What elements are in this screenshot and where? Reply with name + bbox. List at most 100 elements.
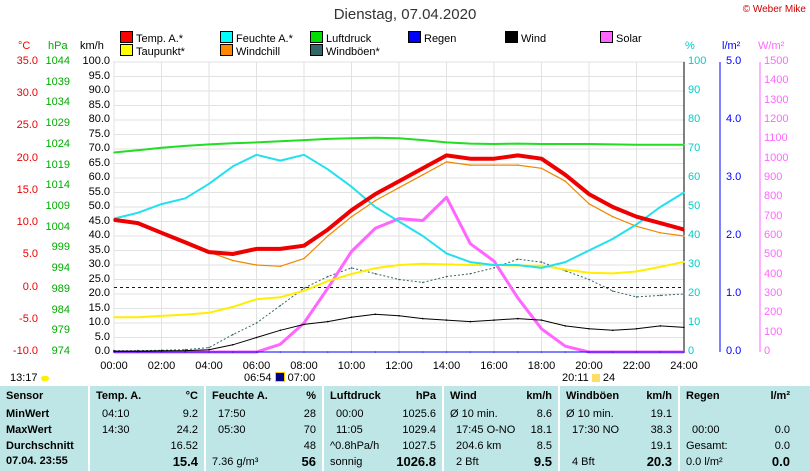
stats-sensor-header: Sensor <box>6 390 44 402</box>
rain-tick: 4.0 <box>726 113 742 125</box>
stats-col-sensor: Sensor MinWert MaxWert Durchschnitt 07.0… <box>0 386 90 471</box>
credit-text[interactable]: © Weber Mike <box>742 4 806 15</box>
solar-tick: 100 <box>764 325 783 338</box>
wind-tick: 20.0 <box>88 287 110 299</box>
data-point-wind <box>303 323 305 326</box>
wind-tick: 70.0 <box>88 142 110 154</box>
data-point-temp-a <box>327 228 329 231</box>
humidity-tick: 90 <box>688 84 701 96</box>
data-point-windchill <box>540 167 543 170</box>
data-point-solar <box>279 343 282 346</box>
series-temp-a <box>113 153 685 256</box>
data-point-windb-en <box>350 267 353 269</box>
stats-cell: 1027.5 <box>402 440 436 452</box>
data-point-temp-a <box>517 154 519 157</box>
data-point-windchill <box>232 259 234 262</box>
data-point-windchill <box>635 225 638 228</box>
data-point-windchill <box>374 199 377 202</box>
data-point-regen <box>683 351 685 353</box>
stats-pressure-header: Luftdruck <box>330 390 381 402</box>
temp-tick: -5.0 <box>19 312 38 325</box>
data-point-windb-en <box>588 278 590 281</box>
unit-temp: °C <box>18 40 31 52</box>
data-point-windchill <box>422 174 424 176</box>
data-point-temp-a <box>255 248 258 250</box>
x-tick: 14:00 <box>432 360 461 372</box>
pressure-tick: 1029 <box>45 117 70 130</box>
data-point-windchill <box>493 164 495 166</box>
rain-tick: 1.0 <box>726 287 742 299</box>
data-point-wind <box>445 319 448 321</box>
wind-tick: 90.0 <box>88 84 110 96</box>
series-wind <box>113 313 685 352</box>
data-point-wind <box>588 328 590 330</box>
stats-cell: 8.5 <box>536 440 552 452</box>
stats-cell: 48 <box>303 440 316 452</box>
data-point-windb-en <box>612 290 614 292</box>
data-point-luftdruck <box>683 143 685 146</box>
legend-label: Windchill <box>236 46 281 58</box>
data-point-windchill <box>588 203 590 205</box>
stats-cell: 0.0 l/m² <box>686 456 723 468</box>
data-point-regen <box>208 351 210 353</box>
humidity-tick: 30 <box>688 258 701 270</box>
data-point-feuchte-a <box>517 264 519 266</box>
data-point-wind <box>374 313 377 316</box>
data-point-luftdruck <box>398 137 400 139</box>
data-point-luftdruck <box>137 149 139 151</box>
legend-label: Wind <box>521 33 547 45</box>
pressure-tick: 984 <box>51 303 70 316</box>
data-point-feuchte-a <box>612 238 614 240</box>
data-point-feuchte-a <box>469 261 472 263</box>
data-point-windb-en <box>398 278 400 281</box>
x-tick: 02:00 <box>147 360 176 372</box>
stats-current: 15.4 <box>172 454 198 469</box>
data-point-windchill <box>279 265 282 268</box>
pressure-tick: 1034 <box>45 96 70 109</box>
stats-cell: 17:50 <box>218 408 246 420</box>
data-point-taupunkt <box>232 306 234 308</box>
stats-row-label: MinWert <box>6 408 50 420</box>
data-point-regen <box>255 351 258 353</box>
solar-tick: 1500 <box>764 55 789 67</box>
data-point-regen <box>540 351 543 353</box>
data-point-windb-en <box>255 322 258 324</box>
stats-cell: 24.2 <box>176 424 198 436</box>
stats-row-label: MaxWert <box>6 424 52 436</box>
wind-tick: 75.0 <box>88 127 110 140</box>
stats-cell: 00:00 <box>692 424 720 436</box>
stats-cell: 05:30 <box>218 424 246 436</box>
humidity-tick: 50 <box>688 200 701 212</box>
data-point-regen <box>184 351 187 353</box>
data-point-feuchte-a <box>232 165 234 168</box>
sunset-time: 20:11 <box>562 372 589 384</box>
data-point-windb-en <box>517 258 519 261</box>
data-point-wind <box>493 319 495 321</box>
legend-item: Luftdruck <box>310 31 371 45</box>
stats-col-gust: Windböen km/h Ø 10 min. 19.1 17:30 NO 38… <box>560 386 680 471</box>
pressure-tick: 1014 <box>45 179 70 192</box>
stats-col-pressure: Luftdruck hPa 00:00 1025.6 11:05 1029.4 … <box>324 386 444 471</box>
data-point-luftdruck <box>113 151 115 154</box>
data-point-taupunkt <box>635 270 638 273</box>
data-point-temp-a <box>469 157 472 160</box>
wind-tick: 10.0 <box>88 316 110 328</box>
data-point-temp-a <box>683 228 685 231</box>
data-point-taupunkt <box>422 262 424 265</box>
data-point-taupunkt <box>160 315 163 317</box>
stats-cell: 0.0 <box>774 424 790 436</box>
stats-gust-unit: km/h <box>646 390 672 402</box>
stats-rain-header: Regen <box>686 390 720 402</box>
data-point-luftdruck <box>517 142 519 145</box>
legend-label: Feuchte A.* <box>236 33 293 45</box>
sunrise-time: 06:54 <box>244 372 272 384</box>
data-point-taupunkt <box>279 296 282 299</box>
wind-tick: 85.0 <box>88 98 110 111</box>
data-point-regen <box>398 351 400 353</box>
data-point-luftdruck <box>184 145 187 147</box>
data-point-temp-a <box>635 215 638 218</box>
data-point-solar <box>303 322 305 324</box>
legend-swatch <box>408 31 421 43</box>
stats-cell: 38.3 <box>650 424 672 436</box>
data-point-feuchte-a <box>635 223 638 226</box>
